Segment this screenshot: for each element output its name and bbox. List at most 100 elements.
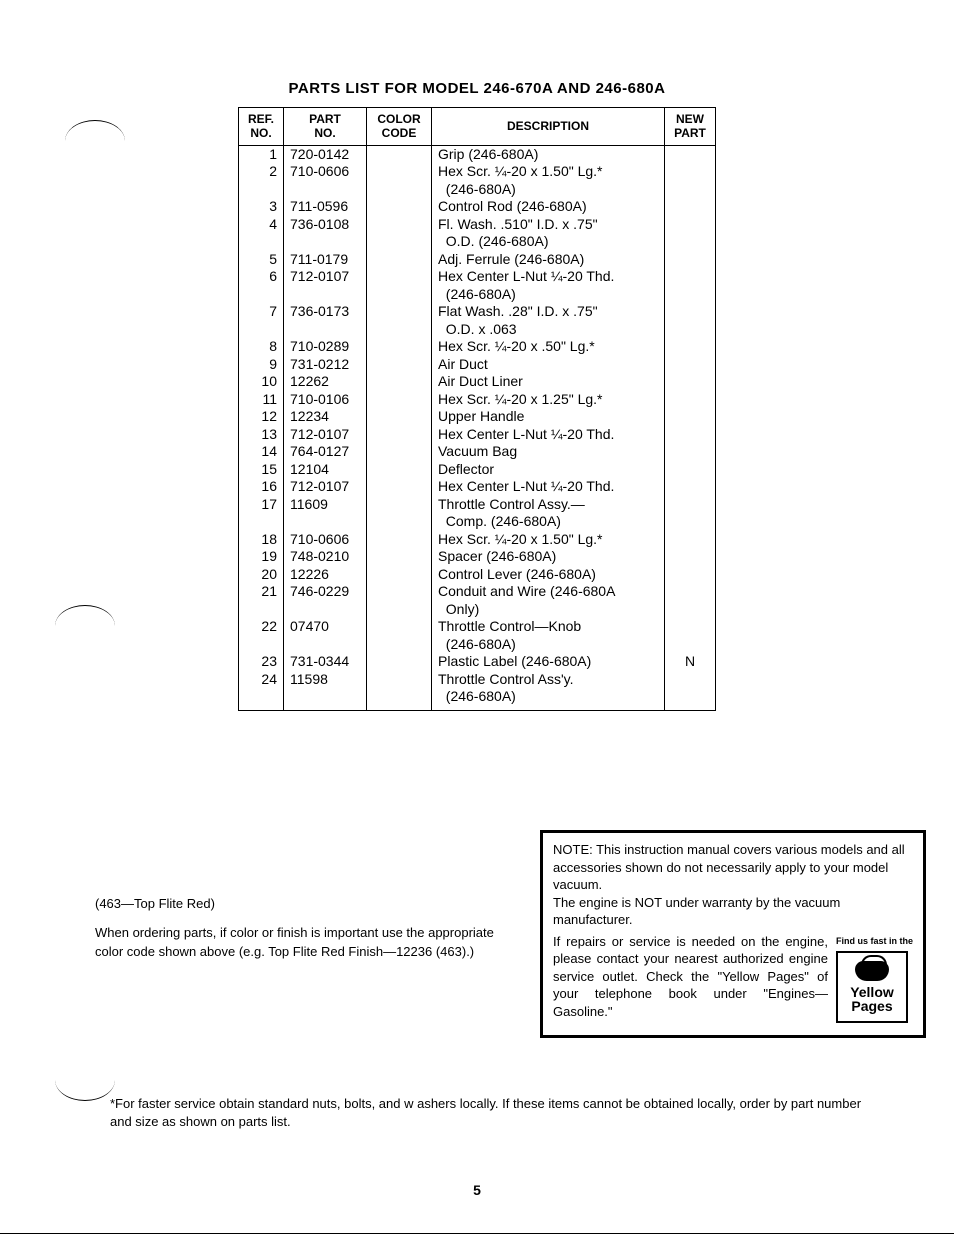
table-cell: Hex Center L-Nut ¼-20 Thd. — [432, 426, 665, 444]
table-row: 1720-0142 Grip (246-680A) — [239, 145, 716, 163]
table-cell — [367, 461, 432, 479]
table-cell: 5 — [239, 251, 284, 269]
table-cell — [367, 426, 432, 444]
table-cell — [665, 618, 716, 653]
walking-fingers-icon — [855, 961, 889, 981]
table-cell — [367, 531, 432, 549]
table-cell: Adj. Ferrule (246-680A) — [432, 251, 665, 269]
yp-text-1: Yellow — [850, 985, 894, 999]
warranty-note-box: NOTE: This instruction manual covers var… — [540, 830, 926, 1038]
table-cell: 748-0210 — [284, 548, 367, 566]
table-cell — [367, 443, 432, 461]
table-cell: 710-0106 — [284, 391, 367, 409]
scan-mark — [55, 1080, 115, 1101]
page-number: 5 — [0, 1182, 954, 1198]
table-cell: 20 — [239, 566, 284, 584]
ordering-instructions: When ordering parts, if color or finish … — [95, 924, 495, 962]
table-row: 6712-0107Hex Center L-Nut ¼-20 Thd. (246… — [239, 268, 716, 303]
table-cell — [367, 478, 432, 496]
table-cell: Spacer (246-680A) — [432, 548, 665, 566]
table-cell — [665, 356, 716, 374]
table-cell: 14 — [239, 443, 284, 461]
table-row: 3711-0596Control Rod (246-680A) — [239, 198, 716, 216]
table-row: 23731-0344Plastic Label (246-680A)N — [239, 653, 716, 671]
table-cell — [665, 426, 716, 444]
table-cell: 720-0142 — [284, 145, 367, 163]
col-desc: DESCRIPTION — [432, 108, 665, 146]
table-cell: 12 — [239, 408, 284, 426]
table-row: 1012262Air Duct Liner — [239, 373, 716, 391]
table-cell: Throttle Control—Knob (246-680A) — [432, 618, 665, 653]
table-cell: Control Lever (246-680A) — [432, 566, 665, 584]
table-cell: 746-0229 — [284, 583, 367, 618]
col-part: PART NO. — [284, 108, 367, 146]
table-cell — [665, 338, 716, 356]
table-cell: Flat Wash. .28" I.D. x .75" O.D. x .063 — [432, 303, 665, 338]
table-cell — [665, 391, 716, 409]
table-cell — [665, 145, 716, 163]
table-row: 2012226 Control Lever (246-680A) — [239, 566, 716, 584]
table-cell — [367, 671, 432, 711]
table-cell: 9 — [239, 356, 284, 374]
table-cell — [367, 198, 432, 216]
table-cell — [665, 216, 716, 251]
table-cell: Control Rod (246-680A) — [432, 198, 665, 216]
table-cell: 731-0212 — [284, 356, 367, 374]
table-cell: 12262 — [284, 373, 367, 391]
table-cell — [367, 496, 432, 531]
table-cell — [367, 391, 432, 409]
color-code-example: (463—Top Flite Red) — [95, 895, 495, 914]
table-cell — [367, 408, 432, 426]
table-cell: Air Duct Liner — [432, 373, 665, 391]
yp-logo-box: Yellow Pages — [836, 951, 908, 1023]
note-top-text: NOTE: This instruction manual covers var… — [553, 841, 913, 929]
table-cell — [665, 163, 716, 198]
table-cell: 710-0606 — [284, 163, 367, 198]
table-cell: 4 — [239, 216, 284, 251]
table-row: 16712-0107Hex Center L-Nut ¼-20 Thd. — [239, 478, 716, 496]
table-cell: Grip (246-680A) — [432, 145, 665, 163]
table-cell: 11598 — [284, 671, 367, 711]
table-cell: 764-0127 — [284, 443, 367, 461]
table-cell: 2 — [239, 163, 284, 198]
table-cell: Vacuum Bag — [432, 443, 665, 461]
table-cell — [665, 251, 716, 269]
table-cell: 6 — [239, 268, 284, 303]
col-color: COLOR CODE — [367, 108, 432, 146]
table-cell — [367, 145, 432, 163]
table-cell — [665, 443, 716, 461]
table-cell: 711-0596 — [284, 198, 367, 216]
table-row: 13712-0107Hex Center L-Nut ¼-20 Thd. — [239, 426, 716, 444]
table-cell — [367, 373, 432, 391]
table-cell — [367, 268, 432, 303]
table-cell: 12226 — [284, 566, 367, 584]
table-cell — [665, 408, 716, 426]
table-cell — [665, 461, 716, 479]
table-cell: Air Duct — [432, 356, 665, 374]
table-cell: Hex Center L-Nut ¼-20 Thd. — [432, 478, 665, 496]
table-cell: Conduit and Wire (246-680A Only) — [432, 583, 665, 618]
table-row: 11710-0106Hex Scr. ¼-20 x 1.25" Lg.* — [239, 391, 716, 409]
table-cell — [367, 251, 432, 269]
table-cell: 731-0344 — [284, 653, 367, 671]
table-cell: Upper Handle — [432, 408, 665, 426]
table-cell: 19 — [239, 548, 284, 566]
table-cell: 07470 — [284, 618, 367, 653]
table-row: 19748-0210 Spacer (246-680A) — [239, 548, 716, 566]
table-cell: Throttle Control Assy.— Comp. (246-680A) — [432, 496, 665, 531]
table-cell: 711-0179 — [284, 251, 367, 269]
table-cell — [367, 566, 432, 584]
parts-table: REF. NO. PART NO. COLOR CODE DESCRIPTION… — [238, 107, 716, 711]
table-cell: 710-0289 — [284, 338, 367, 356]
table-cell: 1 — [239, 145, 284, 163]
table-cell — [367, 303, 432, 338]
table-cell — [665, 198, 716, 216]
scan-mark — [65, 120, 125, 141]
table-cell: Hex Scr. ¼-20 x 1.50" Lg.* — [432, 531, 665, 549]
scan-mark — [55, 605, 115, 626]
table-cell: 710-0606 — [284, 531, 367, 549]
table-cell: 24 — [239, 671, 284, 711]
table-row: 21746-0229Conduit and Wire (246-680A Onl… — [239, 583, 716, 618]
table-cell: 7 — [239, 303, 284, 338]
table-cell: 17 — [239, 496, 284, 531]
